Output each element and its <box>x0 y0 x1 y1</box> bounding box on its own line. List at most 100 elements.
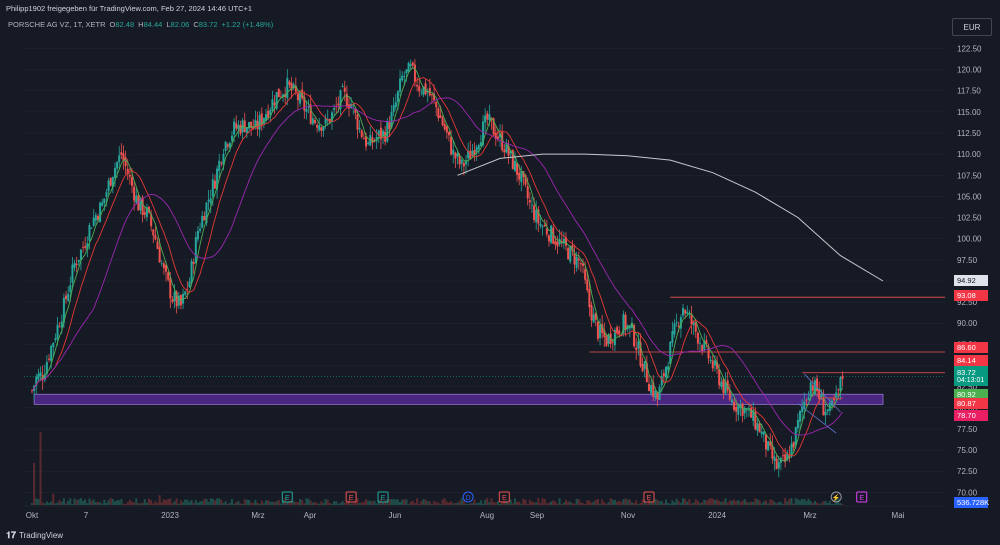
candle-body <box>703 341 706 350</box>
volume-bar <box>350 503 353 505</box>
event-marker: E <box>345 491 357 503</box>
volume-bar <box>799 500 802 505</box>
volume-bar <box>71 503 74 505</box>
trend-line <box>803 373 841 413</box>
volume-bar <box>658 501 661 505</box>
candle-body <box>750 408 753 418</box>
volume-bar <box>390 499 393 505</box>
candle-body <box>573 252 576 265</box>
volume-bar <box>82 500 85 505</box>
candle-body <box>788 454 791 459</box>
candle-body <box>752 410 755 421</box>
volume-bar <box>407 503 410 505</box>
event-marker: E <box>856 491 868 503</box>
price-tag: 80.87 <box>954 398 988 409</box>
candle-body <box>445 126 448 133</box>
price-tick: 120.00 <box>957 66 982 75</box>
candle-body <box>539 223 542 227</box>
high-value: 84.44 <box>143 20 163 29</box>
volume-bar <box>507 502 510 505</box>
candle-body <box>379 127 382 140</box>
candle-body <box>660 376 663 386</box>
candle-body <box>288 81 291 85</box>
volume-bar <box>539 503 542 505</box>
currency-button[interactable]: EUR <box>952 18 992 36</box>
volume-bar <box>252 502 255 505</box>
candle-body <box>311 118 314 125</box>
candle-body <box>137 195 140 211</box>
candle-body <box>292 84 295 88</box>
volume-bar <box>37 499 40 505</box>
candle-body <box>290 83 293 91</box>
price-tick: 107.50 <box>957 171 982 180</box>
candle-body <box>86 243 89 251</box>
candle-body <box>792 441 795 448</box>
volume-bar <box>126 502 129 505</box>
volume-bar <box>705 500 708 505</box>
time-tick: Okt <box>26 511 39 520</box>
price-tick: 77.50 <box>957 425 978 434</box>
high-label: H <box>138 20 144 29</box>
volume-bar <box>322 502 325 505</box>
tradingview-logo[interactable]: 𝟏𝟕 TradingView <box>6 530 63 541</box>
volume-bar <box>673 502 676 505</box>
volume-bar <box>154 501 157 505</box>
volume-bar <box>745 501 748 505</box>
candle-body <box>777 462 780 469</box>
volume-bar <box>207 501 210 505</box>
candle-body <box>439 115 442 118</box>
time-tick: 2024 <box>708 511 726 520</box>
candle-body <box>382 130 385 137</box>
candle-body <box>560 240 563 243</box>
candle-body <box>669 341 672 365</box>
trend-lines[interactable] <box>797 373 841 434</box>
volume-bar <box>592 501 595 505</box>
chart-grid <box>24 48 945 493</box>
horizontal-lines[interactable] <box>24 296 945 377</box>
candle-body <box>537 209 540 224</box>
support-zone[interactable] <box>33 393 884 405</box>
candle-body <box>84 245 87 248</box>
event-marker: E <box>643 491 655 503</box>
volume-bar <box>182 502 185 505</box>
price-axis[interactable]: 122.50 120.00 117.50 115.00 112.50 110.00 107.… <box>957 44 982 497</box>
candle-body <box>662 373 665 377</box>
volume-bar <box>354 500 357 505</box>
candle-body <box>392 105 395 113</box>
close-value: 83.72 <box>198 20 218 29</box>
volume-bar <box>628 499 631 505</box>
event-box <box>498 491 510 503</box>
volume-bar <box>120 498 123 505</box>
volume-bar <box>128 499 131 505</box>
candle-body <box>728 390 731 400</box>
event-markers[interactable]: E E E D E E ⚡ E <box>281 491 868 503</box>
volume-bar <box>565 499 568 505</box>
candle-body <box>260 113 263 125</box>
ma-white-line <box>457 153 884 282</box>
candle-body <box>756 423 759 431</box>
volume-bar <box>496 501 499 505</box>
volume-bar <box>228 502 231 505</box>
volume-bar <box>396 499 399 505</box>
volume-bar <box>675 498 678 505</box>
candle-body <box>809 382 812 397</box>
candle-body <box>469 150 472 160</box>
candle-body <box>801 406 804 413</box>
volume-bar <box>262 503 265 505</box>
candle-body <box>305 109 308 112</box>
time-axis[interactable]: Okt 7 2023 Mrz Apr Jun Aug Sep Nov 2024 Mrz Mai <box>24 505 945 520</box>
candle-body <box>588 289 591 308</box>
candle-body <box>735 407 738 412</box>
time-tick: 2023 <box>161 511 179 520</box>
candle-body <box>184 291 187 295</box>
volume-bar <box>728 500 731 505</box>
volume-bar <box>794 498 797 505</box>
candle-body <box>133 186 136 201</box>
candle-body <box>307 106 310 108</box>
candle-body <box>528 200 531 203</box>
volume-bar <box>830 503 833 505</box>
volume-bar <box>669 503 672 505</box>
ma-red-line <box>31 77 843 457</box>
volume-bar <box>518 501 521 505</box>
